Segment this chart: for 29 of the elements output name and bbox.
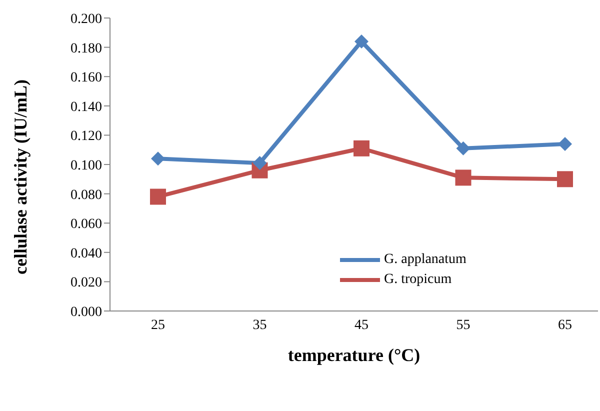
y-axis-title: cellulase activity (IU/mL) (10, 80, 30, 274)
x-tick-label: 55 (456, 318, 470, 333)
point (558, 136, 572, 151)
y-tick-label: 0.080 (70, 188, 102, 203)
point (354, 34, 368, 48)
x-tick-label: 25 (151, 318, 165, 333)
y-tick-label: 0.060 (70, 217, 102, 232)
point (557, 171, 573, 188)
y-tick-label: 0.120 (70, 129, 102, 144)
x-axis-title: temperature (°C) (288, 345, 420, 365)
x-tick-label: 65 (558, 318, 572, 333)
point (150, 188, 166, 205)
x-tick-label: 35 (252, 318, 267, 333)
y-tick-label: 0.160 (70, 70, 102, 86)
point (151, 152, 165, 166)
y-tick-label: 0.020 (70, 276, 102, 291)
y-tick-label: 0.000 (70, 304, 102, 320)
point (456, 141, 470, 156)
point (252, 156, 267, 170)
legend-label: G. applanatum (384, 252, 466, 268)
y-tick-label: 0.040 (70, 246, 102, 262)
y-tick-label: 0.180 (70, 41, 102, 56)
y-tick-label: 0.140 (70, 100, 102, 115)
legend-label: G. tropicum (384, 272, 452, 288)
y-tick-label: 0.100 (70, 158, 102, 174)
x-tick-label: 45 (354, 318, 368, 333)
y-tick-label: 0.200 (70, 12, 102, 27)
point (354, 140, 370, 156)
point (455, 170, 472, 186)
